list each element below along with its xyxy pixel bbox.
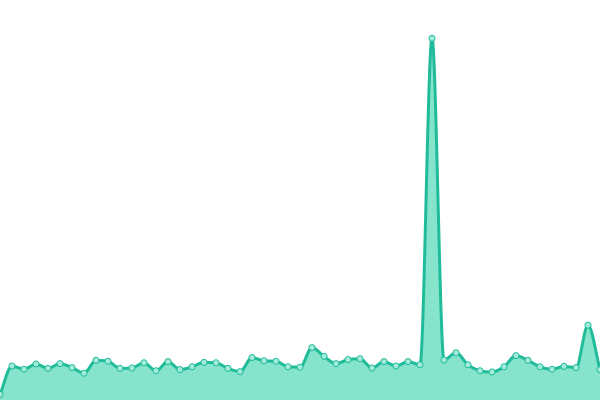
- data-point[interactable]: [584, 321, 592, 329]
- data-point[interactable]: [464, 361, 472, 369]
- data-point[interactable]: [392, 362, 400, 370]
- data-point[interactable]: [116, 364, 124, 372]
- data-point[interactable]: [272, 357, 280, 365]
- data-point[interactable]: [20, 365, 28, 373]
- data-point[interactable]: [260, 357, 268, 365]
- data-point[interactable]: [500, 363, 508, 371]
- data-point[interactable]: [344, 356, 352, 364]
- data-point[interactable]: [332, 360, 340, 368]
- data-point[interactable]: [296, 363, 304, 371]
- data-point[interactable]: [284, 363, 292, 371]
- data-point[interactable]: [356, 355, 364, 363]
- data-point[interactable]: [512, 352, 520, 360]
- data-point[interactable]: [128, 364, 136, 372]
- data-point[interactable]: [248, 354, 256, 362]
- data-point[interactable]: [404, 358, 412, 366]
- data-point[interactable]: [488, 368, 496, 376]
- data-point[interactable]: [536, 363, 544, 371]
- data-point[interactable]: [308, 344, 316, 352]
- data-point[interactable]: [104, 357, 112, 365]
- data-point[interactable]: [0, 390, 4, 398]
- data-point[interactable]: [188, 363, 196, 371]
- data-point[interactable]: [164, 358, 172, 366]
- data-point[interactable]: [56, 360, 64, 368]
- data-point[interactable]: [368, 364, 376, 372]
- data-point[interactable]: [212, 359, 220, 367]
- data-point[interactable]: [560, 362, 568, 370]
- data-point[interactable]: [548, 365, 556, 373]
- marker-layer: [0, 34, 600, 398]
- data-point[interactable]: [92, 356, 100, 364]
- data-point[interactable]: [176, 366, 184, 374]
- data-point[interactable]: [80, 369, 88, 377]
- data-point[interactable]: [44, 364, 52, 372]
- data-point[interactable]: [236, 368, 244, 376]
- data-point[interactable]: [596, 366, 600, 374]
- data-point[interactable]: [152, 367, 160, 375]
- data-point[interactable]: [476, 367, 484, 375]
- data-point[interactable]: [440, 356, 448, 364]
- data-point[interactable]: [32, 360, 40, 368]
- data-point[interactable]: [320, 352, 328, 360]
- data-point[interactable]: [428, 34, 436, 42]
- data-point[interactable]: [68, 364, 76, 372]
- data-point[interactable]: [572, 364, 580, 372]
- data-point[interactable]: [200, 358, 208, 366]
- data-point[interactable]: [8, 362, 16, 370]
- data-point[interactable]: [452, 349, 460, 357]
- data-point[interactable]: [524, 356, 532, 364]
- data-point[interactable]: [140, 359, 148, 367]
- data-point[interactable]: [380, 358, 388, 366]
- data-point[interactable]: [416, 361, 424, 369]
- data-point[interactable]: [224, 364, 232, 372]
